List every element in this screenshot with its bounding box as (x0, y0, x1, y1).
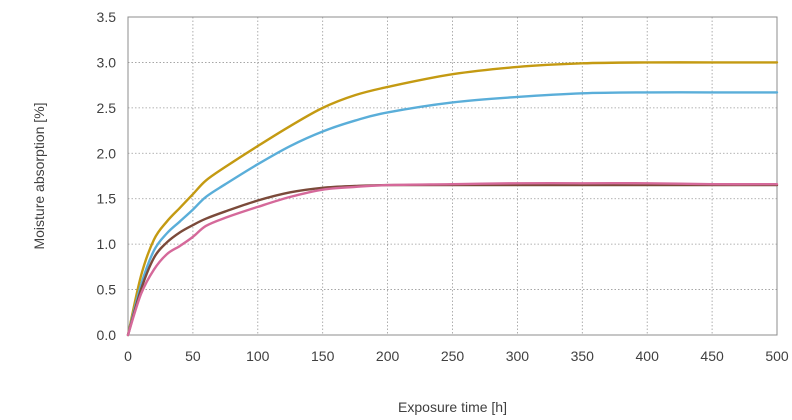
x-tick-label: 100 (246, 348, 270, 364)
grid (128, 17, 777, 335)
x-tick-label: 0 (124, 348, 132, 364)
y-axis-title: Moisture absorption [%] (31, 102, 47, 249)
y-tick-label: 1.5 (97, 191, 117, 207)
y-tick-label: 0.0 (97, 327, 117, 343)
x-tick-label: 250 (441, 348, 465, 364)
y-tick-label: 3.0 (97, 54, 117, 70)
y-axis-ticks: 0.0 0.5 1.0 1.5 2.0 2.5 3.0 3.5 (97, 9, 117, 343)
y-tick-label: 3.5 (97, 9, 117, 25)
y-tick-label: 0.5 (97, 282, 117, 298)
series-line-3 (126, 183, 779, 337)
x-axis-title: Exposure time [h] (398, 399, 507, 415)
x-tick-label: 300 (506, 348, 530, 364)
series-line-4 (126, 182, 779, 337)
x-tick-label: 350 (571, 348, 595, 364)
y-tick-label: 1.0 (97, 236, 117, 252)
x-tick-label: 200 (376, 348, 400, 364)
x-tick-label: 500 (765, 348, 789, 364)
x-tick-label: 450 (700, 348, 724, 364)
plot-area (127, 16, 778, 336)
x-tick-label: 400 (636, 348, 660, 364)
y-tick-label: 2.5 (97, 100, 117, 116)
x-tick-label: 50 (185, 348, 201, 364)
series-line-1 (126, 61, 779, 337)
series-lines (126, 61, 779, 337)
x-axis-ticks: 0 50 100 150 200 250 300 350 400 450 500 (124, 348, 789, 364)
series-line-2 (126, 91, 779, 337)
x-tick-label: 150 (311, 348, 335, 364)
y-tick-label: 2.0 (97, 145, 117, 161)
